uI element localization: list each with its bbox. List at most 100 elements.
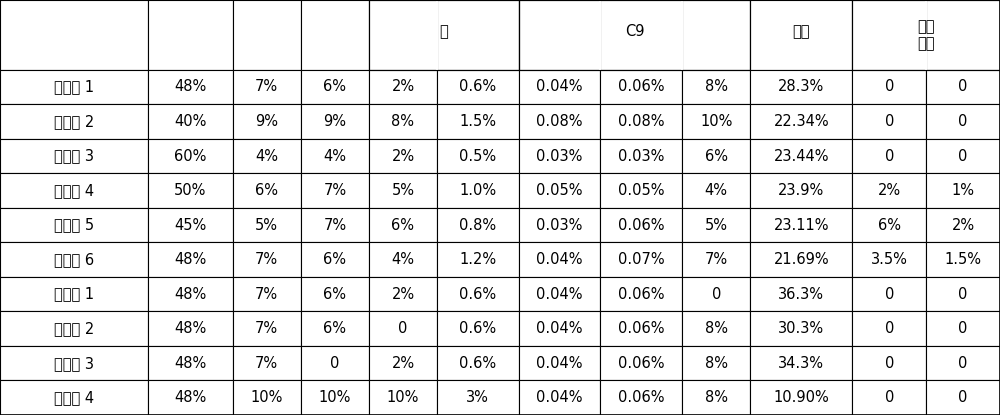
Bar [600, 381, 682, 415]
Text: 8%: 8% [705, 356, 728, 371]
Bar [519, 277, 600, 311]
Text: 30.3%: 30.3% [778, 321, 824, 336]
Bar [682, 139, 750, 173]
Text: 0: 0 [958, 321, 968, 336]
Bar [600, 242, 682, 277]
Bar [233, 0, 301, 70]
Bar [682, 311, 750, 346]
Text: 45%: 45% [174, 217, 206, 232]
Bar [519, 70, 600, 104]
Bar [750, 381, 852, 415]
Text: 0: 0 [958, 356, 968, 371]
Text: 0: 0 [330, 356, 340, 371]
Bar [437, 139, 519, 173]
Bar [233, 139, 301, 173]
Bar [233, 277, 301, 311]
Bar [600, 346, 682, 381]
Bar [301, 0, 369, 70]
Text: 0: 0 [398, 321, 408, 336]
Text: 实施例 2: 实施例 2 [54, 114, 94, 129]
Text: 0.04%: 0.04% [536, 321, 583, 336]
Text: 10%: 10% [319, 390, 351, 405]
Bar [369, 0, 437, 70]
Bar [519, 208, 600, 242]
Bar [369, 242, 437, 277]
Text: 0.06%: 0.06% [618, 390, 665, 405]
Bar [233, 311, 301, 346]
Text: 50%: 50% [174, 183, 206, 198]
Bar [301, 346, 369, 381]
Text: 0: 0 [958, 149, 968, 164]
Bar [301, 104, 369, 139]
Text: 1.5%: 1.5% [459, 114, 496, 129]
Bar [0, 277, 148, 311]
Text: 10%: 10% [251, 390, 283, 405]
Text: 23.9%: 23.9% [778, 183, 824, 198]
Text: 40%: 40% [174, 114, 206, 129]
Text: 0.6%: 0.6% [459, 356, 496, 371]
Bar [600, 208, 682, 242]
Bar [233, 173, 301, 208]
Bar [301, 208, 369, 242]
Bar [233, 381, 301, 415]
Bar [0, 346, 148, 381]
Bar [750, 242, 852, 277]
Text: 0.07%: 0.07% [618, 252, 665, 267]
Text: 4%: 4% [323, 149, 346, 164]
Bar [301, 173, 369, 208]
Text: 5%: 5% [391, 183, 414, 198]
Bar [519, 381, 600, 415]
Text: 8%: 8% [705, 321, 728, 336]
Bar [600, 139, 682, 173]
Text: 0.04%: 0.04% [536, 80, 583, 95]
Text: 48%: 48% [174, 80, 206, 95]
Text: 0.08%: 0.08% [536, 114, 583, 129]
Text: 36.3%: 36.3% [778, 287, 824, 302]
Text: 2%: 2% [952, 217, 975, 232]
Bar [233, 208, 301, 242]
Bar [926, 0, 1000, 70]
Bar [519, 346, 600, 381]
Bar [852, 242, 926, 277]
Text: 1.0%: 1.0% [459, 183, 496, 198]
Bar [750, 104, 852, 139]
Bar [369, 208, 437, 242]
Bar [437, 381, 519, 415]
Bar [369, 173, 437, 208]
Bar [682, 346, 750, 381]
Bar [437, 104, 519, 139]
Bar [301, 139, 369, 173]
Bar [0, 381, 148, 415]
Text: 对比例 2: 对比例 2 [54, 321, 94, 336]
Text: 0.05%: 0.05% [536, 183, 583, 198]
Text: 0: 0 [885, 321, 894, 336]
Text: 7%: 7% [323, 217, 346, 232]
Text: 6%: 6% [255, 183, 278, 198]
Bar [852, 346, 926, 381]
Text: 0.6%: 0.6% [459, 287, 496, 302]
Text: 0.04%: 0.04% [536, 390, 583, 405]
Bar [852, 277, 926, 311]
Text: 2%: 2% [391, 149, 415, 164]
Text: 5%: 5% [705, 217, 728, 232]
Bar [369, 104, 437, 139]
Text: 0.06%: 0.06% [618, 287, 665, 302]
Bar [600, 104, 682, 139]
Bar [682, 242, 750, 277]
Bar [600, 0, 682, 70]
Text: 0: 0 [885, 287, 894, 302]
Bar [750, 277, 852, 311]
Text: 0.06%: 0.06% [618, 321, 665, 336]
Text: 10.90%: 10.90% [773, 390, 829, 405]
Text: 0.05%: 0.05% [618, 183, 665, 198]
Bar [852, 0, 1000, 70]
Bar [852, 139, 926, 173]
Text: 0: 0 [958, 114, 968, 129]
Text: 7%: 7% [255, 252, 278, 267]
Bar [926, 208, 1000, 242]
Text: 2%: 2% [391, 287, 415, 302]
Bar [233, 104, 301, 139]
Bar [148, 311, 233, 346]
Text: 0.08%: 0.08% [618, 114, 665, 129]
Text: 实施例 5: 实施例 5 [54, 217, 94, 232]
